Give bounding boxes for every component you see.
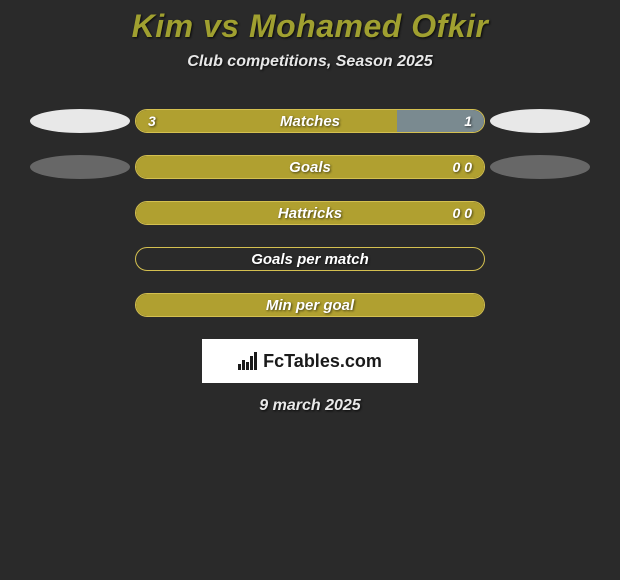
stat-row: 0 0Hattricks bbox=[0, 201, 620, 225]
attribution-logo: FcTables.com bbox=[202, 339, 418, 383]
player-avatar-left bbox=[30, 109, 130, 133]
stat-bar: 0 0Hattricks bbox=[135, 201, 485, 225]
player-avatar-right bbox=[490, 155, 590, 179]
avatar-slot-right bbox=[485, 155, 595, 179]
stat-row: Goals per match bbox=[0, 247, 620, 271]
avatar-slot-left bbox=[25, 109, 135, 133]
stat-bar: 0 0Goals bbox=[135, 155, 485, 179]
stat-row: Min per goal bbox=[0, 293, 620, 317]
stat-bar: Min per goal bbox=[135, 293, 485, 317]
stat-rows: 31Matches 0 0Goals 0 0Hattricks Goals per m… bbox=[0, 109, 620, 317]
player-avatar-right bbox=[490, 109, 590, 133]
stat-label: Goals bbox=[136, 156, 484, 178]
avatar-slot-right bbox=[485, 109, 595, 133]
stat-row: 0 0Goals bbox=[0, 155, 620, 179]
stat-label: Hattricks bbox=[136, 202, 484, 224]
stat-label: Matches bbox=[136, 110, 484, 132]
logo-text: FcTables.com bbox=[263, 351, 382, 372]
stat-label: Min per goal bbox=[136, 294, 484, 316]
stat-label: Goals per match bbox=[136, 248, 484, 270]
comparison-infographic: Kim vs Mohamed Ofkir Club competitions, … bbox=[0, 0, 620, 415]
date-label: 9 march 2025 bbox=[0, 397, 620, 415]
stat-bar: 31Matches bbox=[135, 109, 485, 133]
page-title: Kim vs Mohamed Ofkir bbox=[0, 8, 620, 45]
bar-chart-icon bbox=[238, 352, 257, 370]
player-avatar-left bbox=[30, 155, 130, 179]
avatar-slot-left bbox=[25, 155, 135, 179]
stat-row: 31Matches bbox=[0, 109, 620, 133]
stat-bar: Goals per match bbox=[135, 247, 485, 271]
subtitle: Club competitions, Season 2025 bbox=[0, 53, 620, 71]
